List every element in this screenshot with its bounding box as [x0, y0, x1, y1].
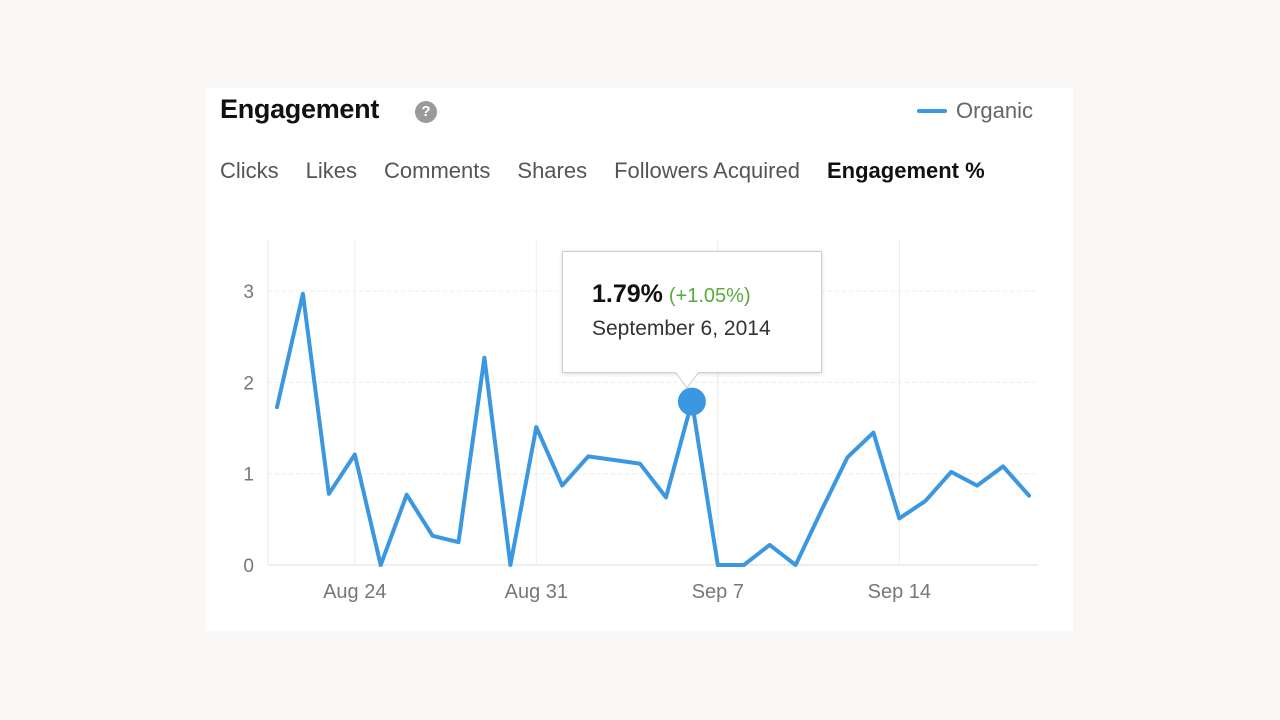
y-tick-label: 0 — [243, 556, 254, 577]
tab-likes[interactable]: Likes — [305, 158, 358, 183]
question-mark-icon[interactable]: ? — [415, 101, 437, 123]
chart-legend: Organic — [916, 98, 1033, 124]
x-tick-label: Aug 24 — [323, 581, 386, 603]
chart-tooltip: 1.79% (+1.05%) September 6, 2014 — [562, 251, 822, 373]
tab-comments[interactable]: Comments — [384, 158, 491, 183]
tab-shares[interactable]: Shares — [517, 158, 588, 183]
y-tick-label: 3 — [243, 282, 254, 303]
tooltip-pointer-inner — [675, 371, 699, 387]
tooltip-change: (+1.05%) — [668, 285, 751, 307]
x-tick-label: Sep 14 — [868, 581, 931, 603]
legend-swatch — [916, 109, 947, 113]
y-tick-label: 1 — [243, 465, 254, 486]
tooltip-date: September 6, 2014 — [592, 317, 771, 340]
y-tick-label: 2 — [243, 373, 254, 394]
x-tick-label: Aug 31 — [505, 581, 568, 603]
tooltip-value: 1.79% — [592, 280, 663, 308]
legend-label: Organic — [955, 98, 1033, 123]
metric-tabs: Clicks Likes Comments Shares Followers A… — [220, 158, 985, 184]
tab-engagement-percent[interactable]: Engagement % — [826, 158, 985, 183]
tab-clicks[interactable]: Clicks — [220, 158, 279, 183]
highlight-point — [677, 387, 706, 416]
engagement-card: Engagement ? Organic Clicks Likes Commen… — [206, 88, 1073, 631]
card-title: Engagement — [220, 94, 380, 124]
series-line-organic — [275, 291, 1031, 567]
tab-followers-acquired[interactable]: Followers Acquired — [614, 158, 800, 183]
x-tick-label: Sep 7 — [692, 581, 744, 603]
